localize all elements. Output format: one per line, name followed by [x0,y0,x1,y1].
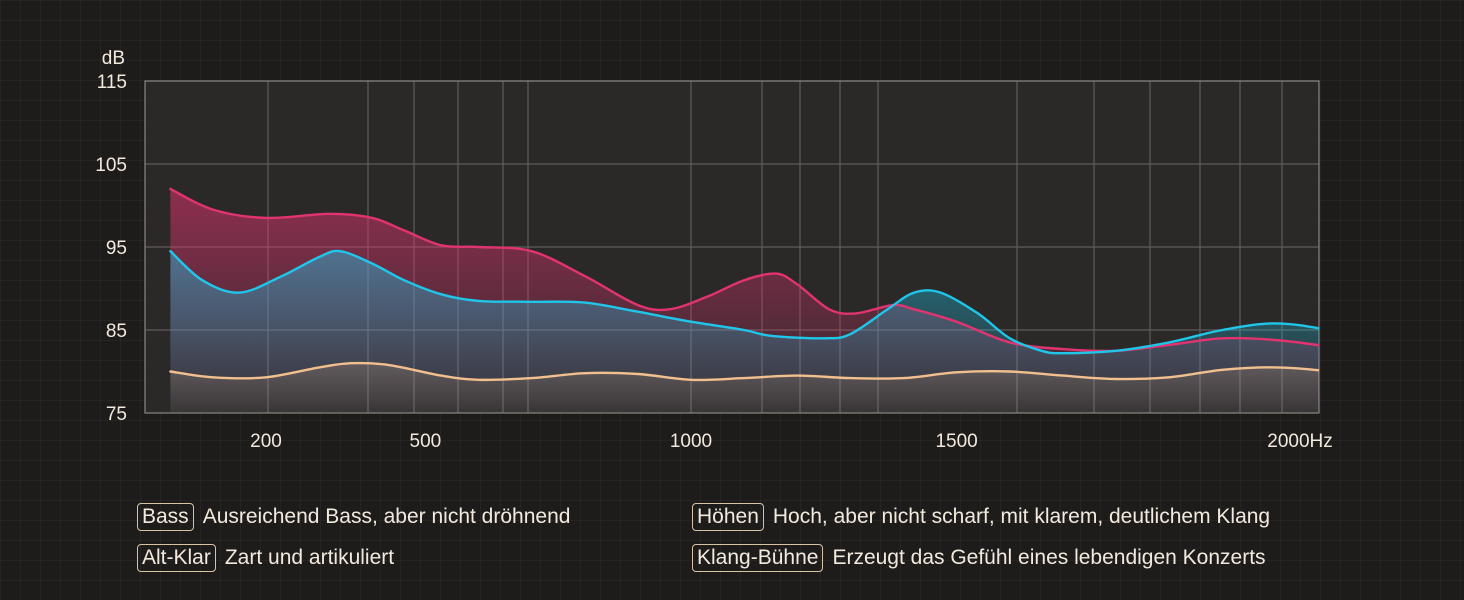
legend-tag-bass: Bass [137,503,194,531]
y-tick-label-105: 105 [95,155,127,176]
y-tick-label-95: 95 [106,238,127,259]
y-tick-label-115: 115 [97,72,127,93]
y-tick-label-85: 85 [106,321,127,342]
legend-text-bass: Ausreichend Bass, aber nicht dröhnend [202,505,571,528]
legend-tag-alt-klar: Alt-Klar [137,544,216,572]
legend-item-bass: Bass Ausreichend Bass, aber nicht dröhne… [137,503,570,531]
series-1-line [169,249,1319,355]
x-tick-label-1500: 1500 [935,431,977,452]
x-tick-label-500: 500 [410,431,442,452]
y-axis-label: dB [102,48,125,69]
legend-tag-klang-buehne: Klang-Bühne [692,544,824,572]
legend-item-hoehen: Höhen Hoch, aber nicht scharf, mit klare… [692,503,1270,531]
series-2-line [169,361,1319,382]
x-tick-label-200: 200 [250,431,282,452]
legend-text-klang-buehne: Erzeugt das Gefühl eines lebendigen Konz… [832,546,1266,569]
series-2-area [170,363,1319,413]
series-0-line [169,187,1319,353]
legend-text-hoehen: Hoch, aber nicht scharf, mit klarem, deu… [772,505,1271,528]
x-tick-label-2000: 2000Hz [1267,431,1333,452]
legend-item-alt-klar: Alt-Klar Zart und artikuliert [137,544,394,572]
y-tick-label-75: 75 [106,404,127,425]
legend-text-alt-klar: Zart und artikuliert [224,546,395,569]
legend-tag-hoehen: Höhen [692,503,764,531]
legend-item-klang-buehne: Klang-Bühne Erzeugt das Gefühl eines leb… [692,544,1266,572]
x-tick-label-1000: 1000 [670,431,712,452]
